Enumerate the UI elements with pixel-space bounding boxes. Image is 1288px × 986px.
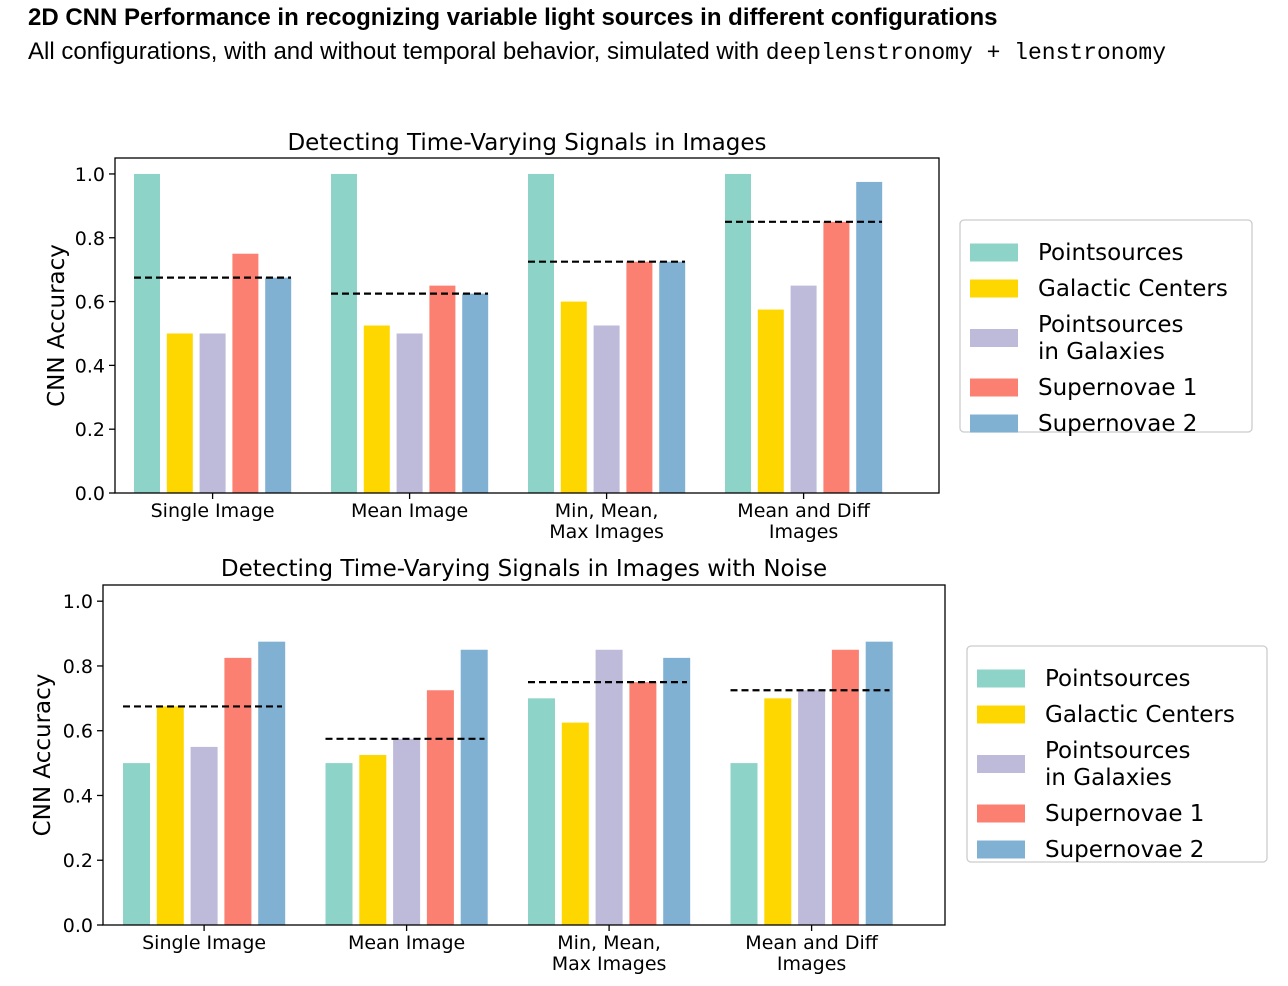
chart1-legend-label: Pointsources xyxy=(1038,240,1183,266)
chart2-bar xyxy=(325,763,353,925)
chart1-xtick-label: Mean and Diff xyxy=(737,500,871,522)
chart2-legend-swatch xyxy=(977,804,1025,823)
chart2-xtick-label: Mean and Diff xyxy=(745,932,879,954)
chart2-bar xyxy=(123,763,150,925)
chart2-bar xyxy=(561,722,589,925)
chart2-legend-label: Supernovae 1 xyxy=(1045,801,1204,827)
chart1-legend-box xyxy=(959,219,1253,433)
chart1-bar xyxy=(725,173,751,493)
chart1-title: Detecting Time-Varying Signals in Images xyxy=(287,130,766,156)
chart1-ytick-label: 0.6 xyxy=(75,292,105,314)
chart1-bar xyxy=(757,309,784,493)
chart2-legend-label: Galactic Centers xyxy=(1045,702,1235,728)
chart2-bar xyxy=(831,649,859,925)
chart1-legend-label: Supernovae 2 xyxy=(1038,411,1197,437)
chart2-ytick-label: 0.0 xyxy=(63,915,93,937)
chart1-xtick-label: Images xyxy=(769,521,838,543)
chart1-xtick-label: Mean Image xyxy=(351,500,468,522)
chart1-legend-swatch xyxy=(970,378,1018,397)
chart2-bar xyxy=(393,738,421,925)
page-subtitle: All configurations, with and without tem… xyxy=(28,36,1268,69)
chart1-bar xyxy=(626,261,653,493)
page-title: 2D CNN Performance in recognizing variab… xyxy=(28,4,998,31)
chart2-bar xyxy=(258,641,286,925)
chart1-ytick-label: 0.0 xyxy=(75,483,105,505)
chart2-legend-label: Pointsources xyxy=(1045,666,1190,692)
chart1-bar xyxy=(166,333,193,493)
chart1-bar xyxy=(265,277,292,493)
chart1-bar xyxy=(232,253,259,493)
chart1-legend-swatch xyxy=(970,329,1018,347)
chart2-ytick-label: 0.6 xyxy=(63,721,93,743)
chart2-bar xyxy=(224,657,252,925)
chart2-legend-label: in Galaxies xyxy=(1045,765,1172,791)
chart2-bar xyxy=(190,746,218,925)
chart1-bar xyxy=(429,285,456,493)
chart2-axes-frame xyxy=(102,584,946,926)
chart1-bar xyxy=(528,173,554,493)
chart2-legend-label: Pointsources xyxy=(1045,738,1190,764)
chart1-bar xyxy=(593,325,620,493)
chart1-bar xyxy=(363,325,390,493)
chart2-xtick-label: Images xyxy=(777,953,846,975)
chart1-legend-swatch xyxy=(970,279,1018,298)
chart1-xtick-label: Max Images xyxy=(549,521,664,543)
chart1-bar xyxy=(396,333,423,493)
chart1-legend-label: Galactic Centers xyxy=(1038,276,1228,302)
chart2-title: Detecting Time-Varying Signals in Images… xyxy=(221,556,827,582)
chart2-bar xyxy=(359,755,387,925)
chart1-bar xyxy=(199,333,226,493)
chart1-bar xyxy=(134,173,160,493)
chart2-ytick-label: 0.8 xyxy=(63,656,93,678)
chart2-legend-box xyxy=(966,645,1268,863)
chart2-legend-swatch xyxy=(977,705,1025,724)
chart2-bar xyxy=(595,649,623,925)
chart2-bar xyxy=(460,649,488,925)
chart2-bar xyxy=(798,690,826,925)
chart1-legend-label: Pointsources xyxy=(1038,312,1183,338)
chart1-legend-swatch xyxy=(970,243,1018,262)
chart1-xtick-label: Min, Mean, xyxy=(555,500,659,522)
chart1-bar xyxy=(560,301,587,493)
chart2-ytick-label: 1.0 xyxy=(63,591,93,613)
chart2-xtick-label: Mean Image xyxy=(348,932,465,954)
chart1-ytick-label: 0.4 xyxy=(75,355,105,377)
chart1-bar xyxy=(331,173,357,493)
chart2-bar xyxy=(730,763,758,925)
chart2-ytick-label: 0.4 xyxy=(63,785,93,807)
chart1-bar xyxy=(659,261,686,493)
subtitle-code: deeplenstronomy + lenstronomy xyxy=(765,40,1166,66)
chart2-xtick-label: Single Image xyxy=(142,932,266,954)
chart2-ylabel: CNN Accuracy xyxy=(30,674,56,837)
chart1-legend-label: Supernovae 1 xyxy=(1038,375,1197,401)
chart1-ylabel: CNN Accuracy xyxy=(44,244,70,407)
chart2-bar xyxy=(156,706,184,925)
chart1-axes-frame xyxy=(114,157,940,494)
chart1-ytick-label: 1.0 xyxy=(75,164,105,186)
chart2-xtick-label: Min, Mean, xyxy=(557,932,661,954)
chart2-bar xyxy=(426,690,454,925)
chart1-bar xyxy=(790,285,817,493)
chart2-legend-swatch xyxy=(977,755,1025,773)
chart1-xtick-label: Single Image xyxy=(151,500,275,522)
chart2-legend-swatch xyxy=(977,669,1025,688)
chart1-ytick-label: 0.2 xyxy=(75,419,105,441)
chart2-bar xyxy=(629,682,657,925)
chart2-legend-label: Supernovae 2 xyxy=(1045,837,1204,863)
subtitle-text: All configurations, with and without tem… xyxy=(28,38,760,65)
chart2-bar xyxy=(663,657,691,925)
chart1-ytick-label: 0.8 xyxy=(75,228,105,250)
chart1-bar xyxy=(462,293,489,493)
chart1-legend-swatch xyxy=(970,414,1018,433)
chart2-bar xyxy=(528,698,555,925)
chart1-bar xyxy=(823,221,850,494)
chart2-ytick-label: 0.2 xyxy=(63,850,93,872)
chart2-bar xyxy=(764,698,792,925)
chart2-xtick-label: Max Images xyxy=(552,953,667,975)
chart1-bar xyxy=(856,181,883,493)
chart1-legend-label: in Galaxies xyxy=(1038,339,1165,365)
chart2-legend-swatch xyxy=(977,840,1025,859)
chart2-bar xyxy=(865,641,893,925)
